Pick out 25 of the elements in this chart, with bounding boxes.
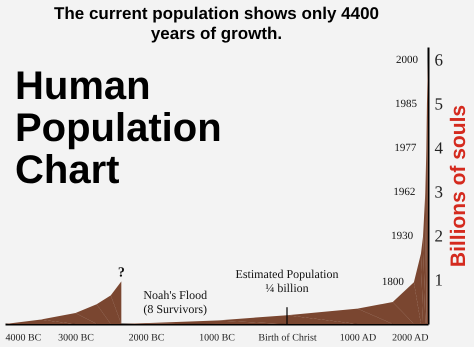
- chart-title: The current population shows only 4400 years of growth.: [54, 4, 379, 43]
- y-tick-label: 5: [434, 94, 443, 114]
- y-tick-label: 6: [434, 50, 443, 70]
- x-tick-label: 4000 BC: [6, 332, 42, 344]
- y-tick-label: 1: [434, 270, 443, 290]
- x-tick-label: 1000 AD: [340, 332, 376, 344]
- x-tick-label: 1000 BC: [199, 332, 236, 344]
- annotation: 1800: [382, 276, 404, 288]
- annotation: ?: [118, 265, 125, 280]
- x-tick-label: 2000 AD: [392, 332, 428, 344]
- annotation: 1930: [391, 230, 414, 242]
- annotation: Noah's Flood (8 Survivors): [143, 288, 208, 316]
- y-tick-label: 3: [434, 182, 443, 202]
- y-tick-label: 4: [434, 138, 444, 158]
- annotation: Human Population Chart: [15, 64, 222, 192]
- annotation: 1977: [394, 142, 417, 154]
- y-axis-title: Billions of souls: [447, 104, 470, 268]
- annotation: 2000: [396, 54, 418, 66]
- x-tick-label: 2000 BC: [128, 332, 165, 344]
- annotation: 1985: [394, 98, 418, 110]
- annotation: 1962: [393, 186, 416, 198]
- y-tick-label: 2: [434, 226, 443, 246]
- annotation: Estimated Population ¼ billion: [236, 267, 338, 296]
- x-tick-label: 3000 BC: [58, 332, 94, 344]
- x-tick-label: Birth of Christ: [258, 332, 317, 344]
